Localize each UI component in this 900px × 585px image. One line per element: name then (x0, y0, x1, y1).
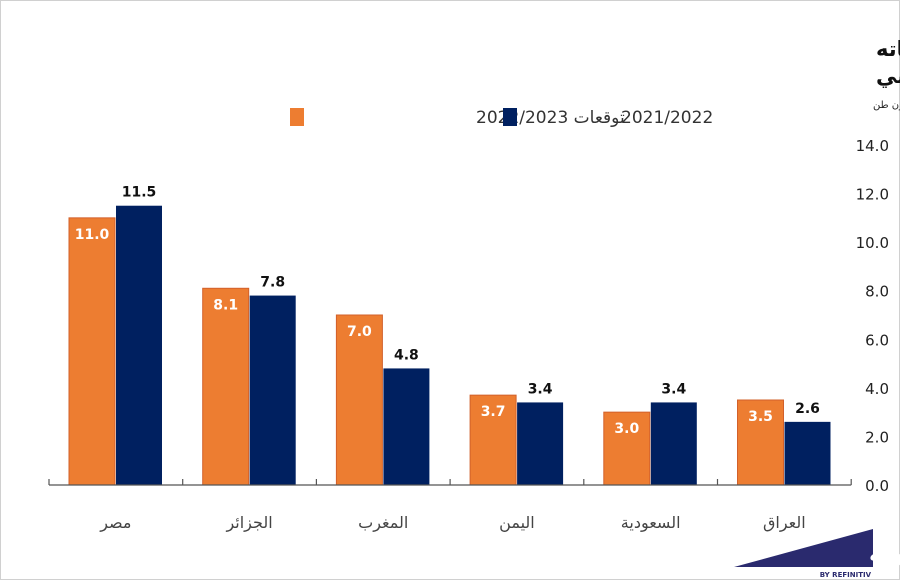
y-axis: 0.0 2.0 4.0 6.0 8.0 10.0 12.0 14.0 (856, 137, 889, 495)
legend-swatch (503, 108, 517, 126)
x-tick-label: اليمن (499, 513, 535, 533)
chart-title-line: تقديرات وزارة الزراعة الأمريكية لواردات … (876, 35, 900, 62)
bar (650, 402, 697, 485)
bars: 11.0 11.5 8.1 7.8 7.0 4.8 3.7 3.4 3.0 3.4 3.5 2.6 (68, 185, 831, 486)
legend-label: 2021/2022 (621, 108, 713, 128)
bar (784, 421, 831, 485)
data-label: 8.1 (213, 297, 238, 313)
x-tick-label: المغرب (358, 513, 408, 533)
y-tick-label: 14.0 (856, 137, 889, 155)
x-tick-label: العراق (763, 513, 806, 533)
y-tick-label: 12.0 (856, 186, 889, 204)
data-label: 11.0 (75, 227, 110, 243)
bar (737, 399, 784, 486)
svg-text:زاوية: زاوية (869, 542, 900, 567)
bar (202, 287, 250, 486)
bar (116, 205, 162, 485)
bar (603, 411, 651, 486)
x-tick-label: مصر (99, 513, 131, 533)
data-label: 3.4 (661, 381, 686, 397)
svg-text:BY REFINITIV: BY REFINITIV (820, 571, 872, 579)
chart-title: تقديرات وزارة الزراعة الأمريكية لواردات … (876, 35, 900, 88)
data-label: 7.0 (347, 324, 372, 340)
data-label: 3.4 (528, 381, 553, 397)
y-tick-label: 4.0 (865, 380, 889, 398)
bar (383, 368, 430, 485)
data-label: 2.6 (795, 401, 820, 417)
data-label: 3.7 (481, 404, 506, 420)
y-tick-label: 6.0 (865, 331, 889, 349)
y-tick-label: 10.0 (856, 234, 889, 252)
data-label: 7.8 (260, 275, 285, 291)
legend-swatch (290, 108, 304, 126)
y-axis-label: مليون طن (873, 100, 900, 111)
data-label: 4.8 (394, 347, 419, 363)
bar (249, 295, 296, 485)
bar (469, 394, 517, 486)
y-tick-label: 8.0 (865, 283, 889, 301)
data-label: 3.5 (748, 409, 773, 425)
data-label: 11.5 (122, 185, 157, 201)
x-tick-label: الجزائر (225, 513, 272, 533)
zawya-logo: زاوية BY REFINITIV (734, 529, 900, 579)
data-label: 3.0 (614, 421, 639, 437)
y-tick-label: 2.0 (865, 428, 889, 446)
x-tick-label: السعودية (621, 513, 681, 533)
x-axis: مصر الجزائر المغرب اليمن السعودية العراق (48, 479, 852, 533)
legend-label: توقعات 2022/2023 (476, 108, 625, 128)
chart-title-line: للموسم الحالي والماضي (876, 64, 900, 88)
bar (335, 314, 383, 486)
bar (517, 402, 564, 485)
bar (68, 217, 116, 486)
y-tick-label: 0.0 (865, 477, 889, 495)
